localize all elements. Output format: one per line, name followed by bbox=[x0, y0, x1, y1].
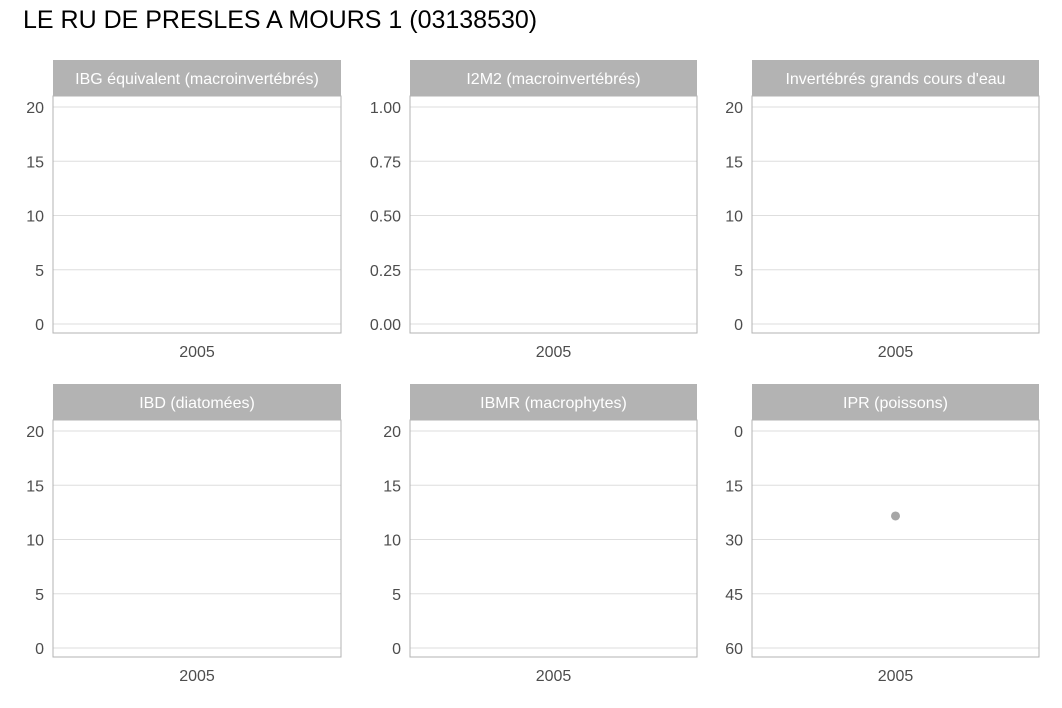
facet-title: I2M2 (macroinvertébrés) bbox=[466, 71, 640, 88]
facet-strip bbox=[752, 384, 1039, 420]
y-tick-label: 0 bbox=[734, 424, 743, 441]
page-title: LE RU DE PRESLES A MOURS 1 (03138530) bbox=[23, 6, 538, 34]
y-tick-label: 20 bbox=[383, 424, 401, 441]
panel-border bbox=[409, 419, 698, 658]
panel-border bbox=[751, 95, 1040, 334]
y-tick-label: 5 bbox=[392, 587, 401, 604]
y-tick-label: 0 bbox=[734, 317, 743, 334]
x-tick-label: 2005 bbox=[536, 668, 572, 685]
y-tick-label: 10 bbox=[26, 209, 44, 226]
y-tick-label: 0.25 bbox=[370, 263, 401, 280]
facet-strip bbox=[53, 384, 341, 420]
x-tick-label: 2005 bbox=[878, 668, 914, 685]
y-tick-label: 15 bbox=[26, 478, 44, 495]
y-tick-label: 0 bbox=[392, 641, 401, 658]
facet-title: Invertébrés grands cours d'eau bbox=[785, 71, 1005, 88]
y-tick-label: 0.75 bbox=[370, 154, 401, 171]
y-tick-label: 45 bbox=[725, 587, 743, 604]
facet-title: IBD (diatomées) bbox=[139, 395, 255, 412]
y-tick-label: 20 bbox=[725, 100, 743, 117]
y-tick-label: 20 bbox=[26, 100, 44, 117]
panel-border bbox=[409, 95, 698, 334]
facet-strip bbox=[53, 60, 341, 96]
panel-border bbox=[751, 419, 1040, 658]
y-tick-label: 5 bbox=[35, 587, 44, 604]
panel-border bbox=[52, 95, 342, 334]
data-point bbox=[891, 511, 900, 521]
facet-title: IBMR (macrophytes) bbox=[480, 395, 627, 412]
y-tick-label: 0.50 bbox=[370, 209, 401, 226]
facet-strip bbox=[410, 60, 697, 96]
x-tick-label: 2005 bbox=[179, 668, 215, 685]
y-tick-label: 20 bbox=[26, 424, 44, 441]
y-tick-label: 15 bbox=[725, 478, 743, 495]
facet-strip bbox=[752, 60, 1039, 96]
y-tick-label: 5 bbox=[35, 263, 44, 280]
y-tick-label: 15 bbox=[26, 154, 44, 171]
y-tick-label: 60 bbox=[725, 641, 743, 658]
y-tick-label: 5 bbox=[734, 263, 743, 280]
y-tick-label: 10 bbox=[383, 533, 401, 550]
y-tick-label: 0 bbox=[35, 317, 44, 334]
facet-title: IPR (poissons) bbox=[843, 395, 948, 412]
facet-strip bbox=[410, 384, 697, 420]
y-tick-label: 1.00 bbox=[370, 100, 401, 117]
y-tick-label: 30 bbox=[725, 533, 743, 550]
x-tick-label: 2005 bbox=[536, 344, 572, 361]
y-tick-label: 15 bbox=[725, 154, 743, 171]
y-tick-label: 0 bbox=[35, 641, 44, 658]
y-tick-label: 0.00 bbox=[370, 317, 401, 334]
panel-border bbox=[52, 419, 342, 658]
x-tick-label: 2005 bbox=[878, 344, 914, 361]
y-tick-label: 10 bbox=[725, 209, 743, 226]
y-tick-label: 15 bbox=[383, 478, 401, 495]
facet-title: IBG équivalent (macroinvertébrés) bbox=[75, 71, 319, 88]
y-tick-label: 10 bbox=[26, 533, 44, 550]
x-tick-label: 2005 bbox=[179, 344, 215, 361]
